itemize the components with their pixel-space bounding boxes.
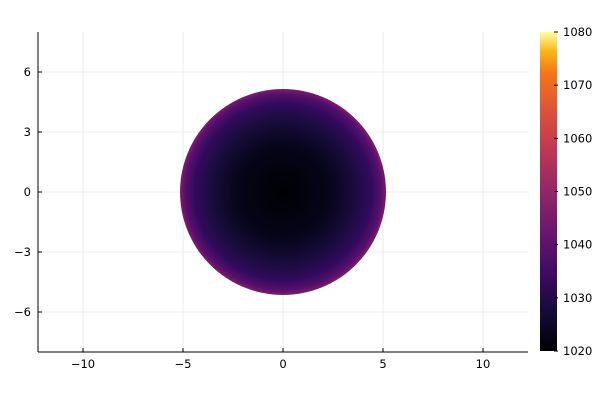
x-tick-label: 0 bbox=[279, 357, 286, 371]
colorbar-gradient-bar bbox=[540, 32, 557, 351]
colorbar-tick-label: 1040 bbox=[563, 238, 592, 252]
colorbar-tick-label: 1020 bbox=[563, 344, 592, 358]
y-tick-label: 3 bbox=[24, 125, 31, 139]
colorbar-tick-label: 1080 bbox=[563, 25, 592, 39]
x-tick-label: −10 bbox=[71, 357, 95, 371]
heatmap-field bbox=[180, 89, 386, 295]
y-tick-label: −3 bbox=[14, 245, 31, 259]
x-tick-label: 10 bbox=[476, 357, 491, 371]
y-tick-label: 0 bbox=[24, 185, 31, 199]
y-tick-label: −6 bbox=[14, 305, 31, 319]
x-tick-label: −5 bbox=[175, 357, 192, 371]
heatmap-disk bbox=[180, 89, 386, 295]
colorbar-tick-label: 1030 bbox=[563, 291, 592, 305]
colorbar-tick-label: 1070 bbox=[563, 78, 592, 92]
colorbar: 1020 1030 1040 1050 1060 1070 1080 bbox=[540, 25, 592, 358]
x-tick-label: 5 bbox=[379, 357, 386, 371]
y-axis-ticks: −6 −3 0 3 6 bbox=[14, 65, 42, 319]
y-tick-label: 6 bbox=[24, 65, 31, 79]
colorbar-tick-label: 1050 bbox=[563, 185, 592, 199]
x-axis-ticks: −10 −5 0 5 10 bbox=[71, 348, 490, 371]
colorbar-tick-label: 1060 bbox=[563, 131, 592, 145]
